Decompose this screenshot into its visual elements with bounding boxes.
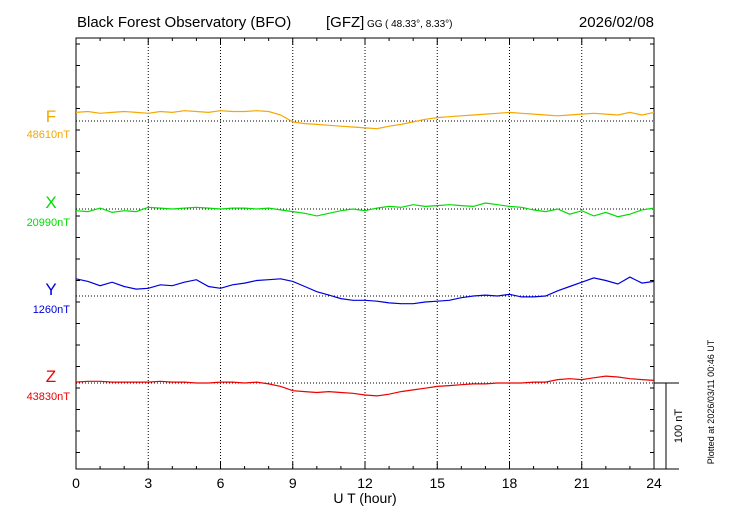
x-tick-label: 15	[429, 475, 445, 491]
baseline-label-f: 48610nT	[27, 129, 71, 141]
y-minor-ticks	[76, 43, 654, 453]
x-tick-label: 6	[217, 475, 225, 491]
baseline-label-y: 1260nT	[33, 304, 71, 316]
component-label-f: F	[46, 107, 56, 126]
x-tick-label: 3	[144, 475, 152, 491]
x-tick-label: 0	[72, 475, 80, 491]
x-tick-label: 9	[289, 475, 297, 491]
plotted-at-footnote: Plotted at 2026/03/11 00:46 UT	[706, 339, 716, 464]
x-axis-label: U T (hour)	[333, 490, 396, 506]
scale-label: 100 nT	[673, 409, 685, 444]
component-label-z: Z	[46, 367, 56, 386]
x-axis: 0 3 6 9 12 15 18 21 24	[72, 38, 662, 491]
series-group: F 48610nT X 20990nT Y 1260nT Z 43830nT	[27, 107, 655, 403]
x-tick-label: 12	[357, 475, 373, 491]
x-tick-label: 24	[646, 475, 662, 491]
coord-system-label: GG	[367, 19, 383, 30]
series-line-z	[75, 375, 655, 397]
chart-title: Black Forest Observatory (BFO)	[77, 14, 291, 31]
baseline-label-x: 20990nT	[27, 217, 71, 229]
x-tick-label: 18	[502, 475, 518, 491]
component-label-x: X	[45, 193, 56, 212]
x-tick-label: 21	[574, 475, 590, 491]
series-line-x	[75, 202, 655, 218]
component-label-y: Y	[45, 280, 56, 299]
baseline-label-z: 43830nT	[27, 391, 71, 403]
series-line-y	[75, 276, 655, 305]
institute-label: [GFZ]	[326, 14, 364, 31]
coords-label: ( 48.33°, 8.33°)	[385, 19, 452, 30]
date-label: 2026/02/08	[579, 14, 654, 31]
series-line-f	[75, 110, 655, 130]
grid	[147, 38, 583, 469]
